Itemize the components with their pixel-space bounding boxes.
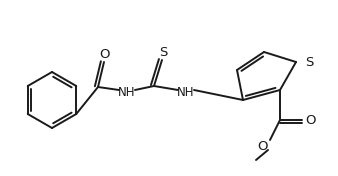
Text: NH: NH bbox=[177, 86, 195, 99]
Text: S: S bbox=[159, 46, 167, 58]
Text: O: O bbox=[100, 48, 110, 61]
Text: NH: NH bbox=[118, 86, 136, 99]
Text: S: S bbox=[305, 56, 313, 70]
Text: O: O bbox=[258, 140, 268, 153]
Text: O: O bbox=[305, 114, 315, 127]
